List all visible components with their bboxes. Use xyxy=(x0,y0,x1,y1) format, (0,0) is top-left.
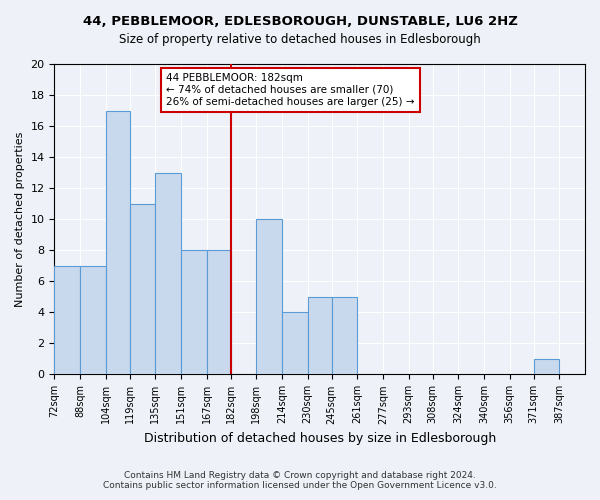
Bar xyxy=(282,312,308,374)
Bar xyxy=(130,204,155,374)
Bar xyxy=(181,250,206,374)
X-axis label: Distribution of detached houses by size in Edlesborough: Distribution of detached houses by size … xyxy=(143,432,496,445)
Text: Contains HM Land Registry data © Crown copyright and database right 2024.
Contai: Contains HM Land Registry data © Crown c… xyxy=(103,470,497,490)
Text: Size of property relative to detached houses in Edlesborough: Size of property relative to detached ho… xyxy=(119,32,481,46)
Bar xyxy=(332,297,358,374)
Bar xyxy=(308,297,332,374)
Bar xyxy=(106,110,130,374)
Text: 44, PEBBLEMOOR, EDLESBOROUGH, DUNSTABLE, LU6 2HZ: 44, PEBBLEMOOR, EDLESBOROUGH, DUNSTABLE,… xyxy=(83,15,517,28)
Bar xyxy=(256,219,282,374)
Bar xyxy=(55,266,80,374)
Bar xyxy=(534,359,559,374)
Text: 44 PEBBLEMOOR: 182sqm
← 74% of detached houses are smaller (70)
26% of semi-deta: 44 PEBBLEMOOR: 182sqm ← 74% of detached … xyxy=(166,74,415,106)
Bar xyxy=(206,250,231,374)
Bar xyxy=(155,172,181,374)
Y-axis label: Number of detached properties: Number of detached properties xyxy=(15,132,25,307)
Bar xyxy=(80,266,106,374)
